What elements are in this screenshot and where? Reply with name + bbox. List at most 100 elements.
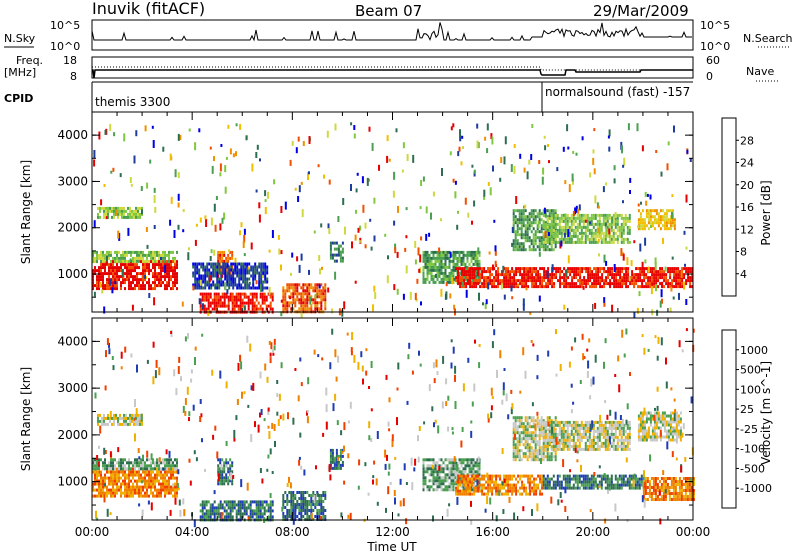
data-cell bbox=[592, 240, 595, 244]
data-cell bbox=[122, 256, 124, 260]
data-cell bbox=[438, 280, 441, 284]
data-cell bbox=[663, 221, 666, 225]
data-cell bbox=[115, 206, 117, 210]
scatter-point bbox=[353, 133, 356, 139]
data-cell bbox=[152, 256, 154, 260]
data-cell bbox=[132, 470, 134, 474]
scatter-point bbox=[671, 211, 673, 219]
data-cell bbox=[122, 458, 124, 462]
data-cell bbox=[120, 494, 122, 498]
data-cell bbox=[659, 273, 662, 277]
data-cell bbox=[136, 281, 138, 285]
data-cell bbox=[116, 473, 118, 477]
data-cell bbox=[108, 479, 110, 483]
data-cell bbox=[659, 276, 662, 280]
data-cell bbox=[126, 467, 128, 471]
data-cell bbox=[452, 476, 455, 480]
data-cell bbox=[136, 473, 138, 477]
data-cell bbox=[618, 225, 621, 229]
data-cell bbox=[436, 488, 439, 492]
data-cell bbox=[194, 286, 197, 290]
data-cell bbox=[529, 276, 532, 280]
data-cell bbox=[168, 485, 170, 489]
data-cell bbox=[221, 458, 224, 462]
scatter-point bbox=[259, 158, 261, 162]
data-cell bbox=[509, 489, 512, 493]
data-cell bbox=[452, 250, 455, 254]
data-cell bbox=[535, 477, 538, 481]
data-cell bbox=[139, 212, 141, 216]
data-cell bbox=[448, 476, 451, 480]
data-cell bbox=[534, 230, 537, 234]
data-cell bbox=[637, 285, 640, 289]
data-cell bbox=[593, 282, 596, 286]
scatter-point bbox=[478, 292, 480, 301]
data-cell bbox=[210, 277, 213, 281]
data-cell bbox=[559, 267, 562, 271]
data-cell bbox=[263, 292, 266, 296]
data-cell bbox=[527, 480, 530, 484]
data-cell bbox=[92, 281, 94, 285]
data-cell bbox=[564, 225, 567, 229]
scatter-point bbox=[232, 153, 235, 158]
data-cell bbox=[541, 474, 544, 478]
data-cell bbox=[217, 295, 220, 299]
data-cell bbox=[124, 485, 126, 489]
data-cell bbox=[122, 470, 124, 474]
data-cell bbox=[450, 274, 453, 278]
data-cell bbox=[426, 458, 429, 462]
data-cell bbox=[116, 259, 118, 263]
data-cell bbox=[479, 279, 482, 283]
data-cell bbox=[544, 222, 547, 226]
data-cell bbox=[661, 276, 664, 280]
data-cell bbox=[528, 236, 531, 240]
data-cell bbox=[463, 273, 466, 277]
data-cell bbox=[304, 304, 307, 308]
data-cell bbox=[335, 259, 338, 263]
data-cell bbox=[627, 285, 630, 289]
data-cell bbox=[102, 284, 104, 288]
scatter-point bbox=[650, 225, 652, 228]
data-cell bbox=[457, 276, 460, 280]
data-cell bbox=[238, 268, 241, 272]
data-cell bbox=[98, 491, 100, 495]
data-cell bbox=[651, 282, 654, 286]
scatter-point bbox=[416, 278, 419, 284]
data-cell bbox=[108, 476, 110, 480]
data-cell bbox=[551, 276, 554, 280]
data-cell bbox=[467, 489, 470, 493]
data-cell bbox=[614, 225, 617, 229]
data-cell bbox=[259, 506, 262, 510]
data-cell bbox=[559, 270, 562, 274]
data-cell bbox=[516, 239, 519, 243]
scatter-point bbox=[683, 230, 686, 235]
data-cell bbox=[622, 231, 625, 235]
scatter-point bbox=[280, 311, 283, 317]
data-cell bbox=[578, 240, 581, 244]
data-cell bbox=[559, 285, 562, 289]
data-cell bbox=[531, 282, 534, 286]
data-cell bbox=[247, 503, 250, 507]
data-cell bbox=[174, 272, 176, 276]
scatter-point bbox=[280, 299, 283, 303]
data-cell bbox=[251, 298, 254, 302]
data-cell bbox=[253, 512, 256, 516]
data-cell bbox=[497, 273, 500, 277]
data-cell bbox=[312, 503, 315, 506]
data-cell bbox=[570, 240, 573, 244]
data-cell bbox=[176, 479, 178, 483]
data-cell bbox=[507, 474, 510, 478]
data-cell bbox=[112, 485, 114, 489]
data-cell bbox=[514, 215, 517, 219]
scatter-point bbox=[405, 265, 408, 274]
data-cell bbox=[142, 272, 144, 276]
data-cell bbox=[586, 237, 589, 241]
data-cell bbox=[102, 488, 104, 492]
noise-left-tick-top: 10^5 bbox=[50, 19, 80, 32]
data-cell bbox=[298, 503, 301, 506]
data-cell bbox=[432, 262, 435, 266]
data-cell bbox=[677, 276, 680, 280]
data-cell bbox=[100, 272, 102, 276]
data-cell bbox=[565, 285, 568, 289]
data-cell bbox=[489, 483, 492, 487]
